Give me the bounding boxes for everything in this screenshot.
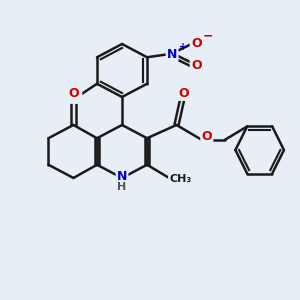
Text: CH₃: CH₃ <box>169 174 191 184</box>
Text: O: O <box>202 130 212 143</box>
Text: N: N <box>167 48 177 61</box>
Text: O: O <box>178 87 189 100</box>
Text: +: + <box>178 42 187 52</box>
Text: O: O <box>68 87 79 100</box>
Text: Cl: Cl <box>66 88 81 103</box>
Text: −: − <box>203 30 213 43</box>
Text: O: O <box>191 37 202 50</box>
Text: N: N <box>117 170 127 183</box>
Text: H: H <box>117 182 127 192</box>
Text: O: O <box>191 59 202 72</box>
